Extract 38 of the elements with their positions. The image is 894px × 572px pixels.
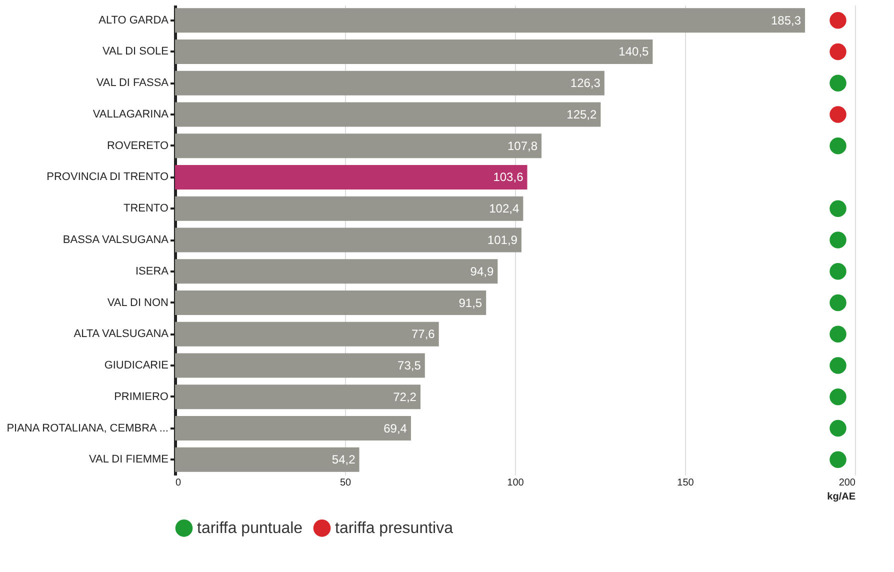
x-tick-label: 0 [176,478,182,488]
data-label: 91,5 [458,296,482,310]
data-label: 125,2 [566,108,598,122]
legend-label: tariffa presuntiva [335,520,454,538]
data-label: 54,2 [332,452,356,467]
y-tick-label: VAL DI SOLE [102,46,168,58]
y-tick-label: ROVERETO [106,140,169,152]
x-tick-label: 200 [838,478,856,488]
data-label: 77,6 [411,327,436,342]
x-tick-label: 100 [507,478,524,488]
y-tick-label: PROVINCIA DI TRENTO [46,171,169,184]
y-tick-label: TRENTO [123,202,169,215]
y-tick-label: VALLAGARINA [92,108,170,120]
y-tick-label: ALTO GARDA [98,14,170,26]
y-tick-label: PIANA ROTALIANA, CEMBRA ... [6,422,168,434]
data-label: 72,2 [393,390,417,404]
data-label: 73,5 [398,358,422,372]
y-tick-label: GIUDICARIE [104,360,168,372]
y-tick-label: VAL DI FASSA [96,77,170,90]
x-axis-title: kg/AE [827,492,856,502]
x-tick-label: 50 [340,478,352,488]
data-label: 94,9 [470,264,494,278]
y-tick-label: ALTA VALSUGANA [74,328,170,340]
legend-label: tariffa puntuale [197,520,303,538]
data-label: 101,9 [487,233,518,247]
data-label: 107,8 [507,138,538,153]
x-tick-label: 150 [677,478,694,488]
data-label: 69,4 [384,421,408,436]
y-tick-label: VAL DI FIEMME [89,454,168,466]
data-label: 102,4 [489,202,520,216]
data-label: 140,5 [618,44,650,59]
data-label: 185,3 [770,13,802,28]
data-label: 103,6 [493,170,524,184]
y-tick-label: BASSA VALSUGANA [62,234,170,246]
y-tick-label: ISERA [135,265,170,278]
y-tick-label: VAL DI NON [107,296,169,309]
data-label: 126,3 [570,76,601,90]
y-tick-label: PRIMIERO [114,390,169,403]
